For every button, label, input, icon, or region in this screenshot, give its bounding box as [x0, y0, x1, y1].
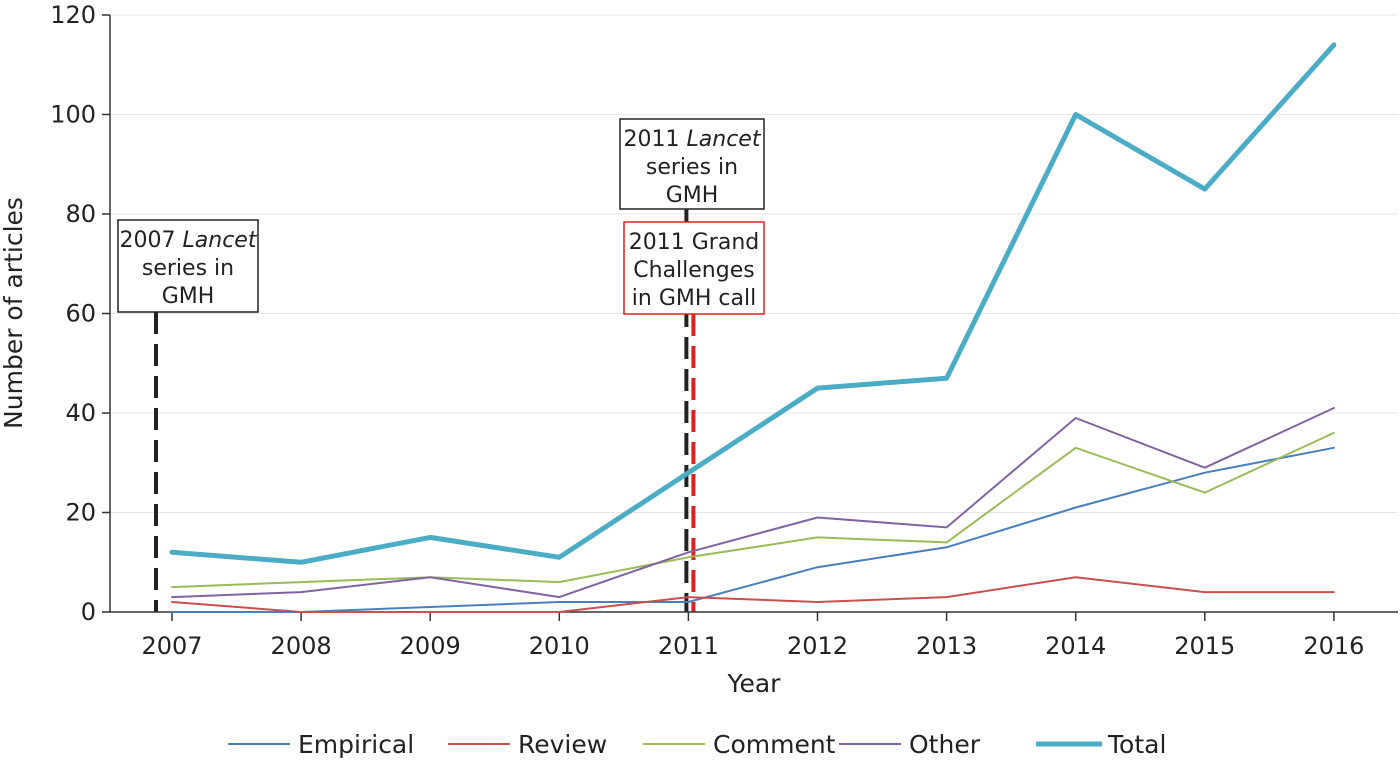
legend-label: Empirical	[298, 730, 414, 759]
lancet-2011-annotation-box	[619, 118, 765, 210]
lancet-2007-annotation-text: series in	[142, 256, 234, 281]
x-tick-label: 2012	[787, 632, 848, 660]
lancet-2007-annotation-text: 2007 Lancet	[120, 228, 258, 253]
annotation-text-part: 2011 Grand	[629, 230, 759, 255]
series-line-empirical	[171, 446, 1335, 613]
series-line-other	[171, 407, 1335, 599]
annotation-text-part: series in	[142, 256, 234, 281]
y-axis-title: Number of articles	[0, 197, 28, 429]
annotation-text-part: GMH	[162, 284, 215, 309]
lancet-2007-annotation: 2007 Lancet series in GMH	[117, 219, 259, 313]
grand-challenges-2011-annotation-text: in GMH call	[632, 286, 756, 311]
legend-item-review: Review	[448, 730, 607, 759]
x-tick-label: 2013	[916, 632, 977, 660]
lancet-2007-annotation-text: GMH	[162, 284, 215, 309]
y-tick-label: 120	[50, 1, 96, 29]
lancet-2011-annotation-text: GMH	[666, 183, 719, 208]
annotation-text-part: Lancet	[687, 127, 762, 152]
y-ticks: 0 20 40 60 80 100 120	[50, 1, 110, 626]
x-tick-label: 2010	[529, 632, 590, 660]
annotation-text-part: 2007	[120, 228, 183, 253]
lancet-2011-annotation: 2011 Lancet series in GMH	[619, 118, 765, 210]
lancet-2007-annotation-box	[117, 219, 259, 313]
x-tick-label: 2016	[1303, 632, 1364, 660]
x-tick-label: 2015	[1174, 632, 1235, 660]
annotation-text-part: 2011	[624, 127, 687, 152]
annotation-text-part: in GMH call	[632, 286, 756, 311]
series-line-total	[169, 42, 1337, 565]
legend-item-other: Other	[839, 730, 981, 759]
x-tick-label: 2011	[658, 632, 719, 660]
annotation-boxes: 2007 Lancet series in GMH 2011 Lancet series…	[117, 118, 765, 315]
series-line-review	[171, 576, 1335, 613]
y-tick-label: 40	[65, 399, 96, 427]
annotation-text-part: Lancet	[183, 228, 258, 253]
grand-challenges-2011-annotation-text: Challenges	[633, 258, 754, 283]
x-tick-label: 2007	[141, 632, 202, 660]
grand-challenges-2011-annotation-text: 2011 Grand	[629, 230, 759, 255]
lancet-2011-annotation-text: 2011 Lancet	[624, 127, 762, 152]
y-tick-label: 20	[65, 499, 96, 527]
lancet-2011-annotation-text: series in	[646, 155, 738, 180]
series-line-comment	[171, 431, 1335, 589]
x-tick-label: 2014	[1045, 632, 1106, 660]
series-lines	[169, 42, 1337, 613]
x-tick-label: 2008	[271, 632, 332, 660]
x-tick-label: 2009	[400, 632, 461, 660]
grand-challenges-2011-annotation-box	[623, 221, 765, 315]
annotation-text-part: GMH	[666, 183, 719, 208]
legend-label: Other	[909, 730, 981, 759]
legend-item-empirical: Empirical	[228, 730, 414, 759]
y-tick-label: 80	[65, 200, 96, 228]
y-tick-label: 0	[81, 598, 96, 626]
legend-item-comment: Comment	[643, 730, 836, 759]
grand-challenges-2011-annotation: 2011 Grand Challenges in GMH call	[623, 221, 765, 315]
annotation-text-part: Challenges	[633, 258, 754, 283]
legend-label: Review	[518, 730, 607, 759]
legend-item-total: Total	[1036, 730, 1166, 759]
legend-label: Total	[1107, 730, 1166, 759]
y-tick-label: 60	[65, 300, 96, 328]
x-ticks: 2007 2008 2009 2010 2011 2012 2013 2014 2015 2016	[141, 612, 1364, 660]
annotation-text-part: series in	[646, 155, 738, 180]
legend-label: Comment	[713, 730, 836, 759]
y-tick-label: 100	[50, 101, 96, 129]
x-axis-title: Year	[727, 669, 782, 698]
legend: Empirical Review Comment Other Total	[228, 730, 1166, 759]
